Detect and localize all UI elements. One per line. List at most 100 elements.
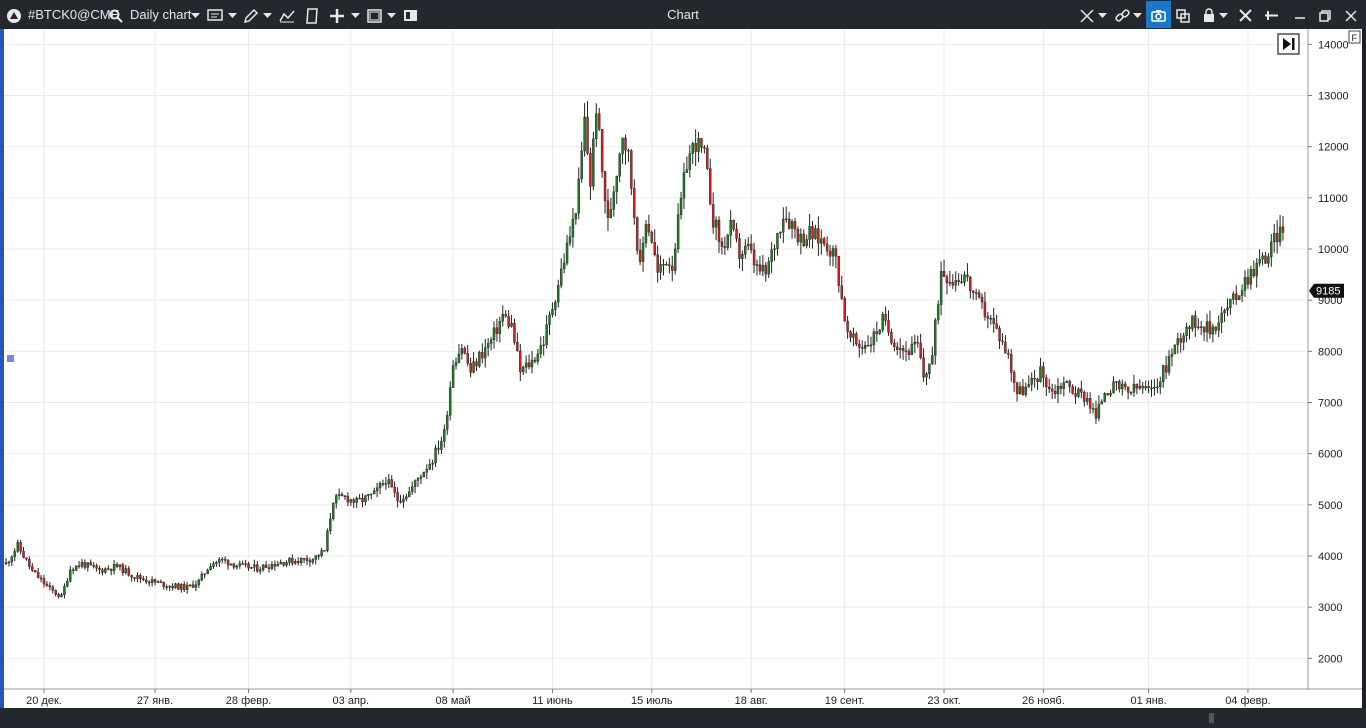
candle-body-down [533,359,537,362]
candle-body-up [229,563,233,566]
candle [770,242,773,274]
pencil-icon[interactable] [243,0,259,29]
candle-body-down [127,568,130,576]
scroll-to-end-button[interactable] [1277,33,1300,55]
candle [177,582,180,590]
candle [732,219,735,232]
candle [960,274,963,284]
candle-body-up [565,242,569,264]
candle-body-up [539,345,542,355]
candle-body-down [635,217,639,251]
candle [747,237,750,251]
template-icon[interactable] [305,0,319,29]
candle [992,307,995,333]
candle [256,561,259,573]
pencil-chevron-icon[interactable] [263,0,272,29]
candle-body-up [1229,299,1232,308]
app-logo-icon[interactable] [6,0,22,29]
corner-f-box[interactable] [1348,30,1361,44]
corner-f-button[interactable]: F [1348,30,1361,44]
candle [223,556,227,564]
bar-style-icon[interactable] [207,0,223,29]
candle [431,459,434,471]
chevron-down-icon[interactable] [191,0,200,29]
bottom-scrollbar[interactable] [0,708,1366,728]
candle [197,578,201,588]
candle [171,583,174,591]
candle-body-down [139,575,142,580]
chart-area[interactable] [4,29,1362,708]
candle [238,560,241,569]
candle [893,339,896,352]
candle-body-up [428,464,431,470]
candle-body-down [866,344,870,347]
candle [1083,390,1086,407]
chart-type-dropdown[interactable]: Daily chart [130,7,192,22]
candle-body-up [454,362,458,366]
candle-body-up [1261,255,1264,260]
bar-style-chevron-icon[interactable] [228,0,237,29]
book-icon[interactable] [403,0,418,29]
candle-body-up [174,583,177,589]
candle-body-down [843,298,846,322]
candle [1164,355,1168,380]
candle [89,559,92,566]
candle [317,554,320,560]
candle-body-up [524,362,528,368]
link-chevron-icon[interactable] [1133,0,1142,29]
candle [641,236,645,272]
candle-body-down [191,584,195,588]
candle [156,580,160,583]
candle [840,275,843,300]
candle-body-down [36,571,40,579]
restore-icon[interactable] [1319,0,1331,29]
candle [1226,298,1229,317]
candle-body-up [1115,381,1118,383]
search-icon[interactable] [109,0,123,29]
lock-chevron-icon[interactable] [1219,0,1228,29]
candle [416,477,420,487]
candle-body-down [969,276,972,292]
crosshair-plus-icon[interactable] [330,0,344,29]
candle-body-up [557,285,560,303]
camera-icon[interactable] [1151,0,1166,29]
candle [983,291,987,321]
candle [282,562,285,567]
y-tick-label: 12000 [1318,142,1349,154]
play-to-end-icon[interactable] [1283,38,1291,50]
link-icon[interactable] [1115,0,1130,29]
clone-icon[interactable] [1176,0,1190,29]
scroll-thumb[interactable] [1209,713,1214,723]
indicator-icon[interactable] [279,0,295,29]
pin-icon[interactable] [1264,0,1279,29]
candle [1159,376,1162,395]
candle [530,351,534,374]
candle [226,558,230,570]
candle [758,255,762,275]
window-layout-icon[interactable] [367,0,382,29]
candle-body-up [156,581,160,583]
candle-body-up [510,322,513,327]
candle-body-down [1135,383,1139,389]
close-icon[interactable] [1345,0,1357,29]
cross-chevron-icon[interactable] [1098,0,1107,29]
candle-body-up [484,347,487,359]
symbol-label[interactable]: #BTCK0@CME [28,7,120,22]
candle-body-up [194,584,198,588]
layout-chevron-icon[interactable] [387,0,396,29]
left-handle[interactable] [7,355,14,362]
candle [656,245,659,283]
candle-body-up [1100,401,1104,405]
minimize-icon[interactable] [1294,0,1306,29]
plus-chevron-icon[interactable] [351,0,360,29]
candle [51,584,54,594]
tools-icon[interactable] [1238,0,1253,29]
candle [1015,381,1019,402]
lock-icon[interactable] [1203,0,1215,29]
candle [662,259,665,276]
candle-body-up [820,238,823,244]
corner-f-label: F [1352,33,1358,43]
candle [1214,326,1218,335]
cross-lines-icon[interactable] [1080,0,1094,29]
